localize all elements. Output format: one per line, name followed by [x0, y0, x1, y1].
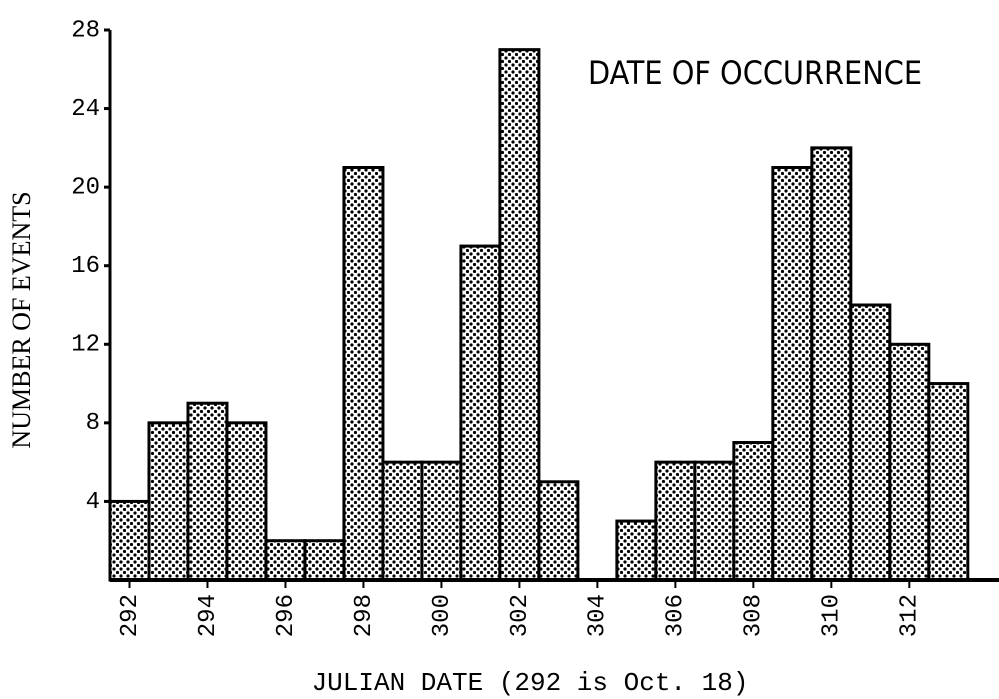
- x-tick-label: 306: [663, 594, 690, 637]
- bar: [888, 342, 931, 582]
- bar: [810, 146, 853, 582]
- x-tick-label: 294: [195, 594, 222, 637]
- y-tick-label: 20: [71, 174, 100, 201]
- x-tick-label: 298: [351, 594, 378, 637]
- bar: [264, 539, 307, 582]
- bar: [420, 460, 463, 582]
- bar: [303, 539, 346, 582]
- bar: [732, 441, 775, 582]
- bar: [771, 166, 814, 582]
- chart-title: DATE OF OCCURRENCE: [588, 54, 922, 92]
- bar: [927, 382, 970, 582]
- x-tick-label: 292: [117, 594, 144, 637]
- y-tick-label: 12: [71, 332, 100, 359]
- y-axis-label: NUMBER OF EVENTS: [7, 191, 36, 448]
- bar: [108, 499, 151, 582]
- bar: [186, 401, 229, 582]
- bar: [537, 480, 580, 582]
- y-tick-label: 8: [86, 410, 100, 437]
- bar: [849, 303, 892, 582]
- bar: [459, 244, 502, 582]
- bar: [381, 460, 424, 582]
- x-tick-label: 312: [897, 594, 924, 637]
- bar: [225, 421, 268, 582]
- y-tick-label: 4: [86, 489, 100, 516]
- bar: [342, 166, 385, 582]
- x-axis-label: JULIAN DATE (292 is Oct. 18): [312, 668, 749, 698]
- bar: [654, 460, 697, 582]
- x-tick-label: 310: [819, 594, 846, 637]
- x-tick-label: 308: [741, 594, 768, 637]
- y-tick-label: 24: [71, 96, 100, 123]
- y-tick-label: 16: [71, 253, 100, 280]
- bar: [498, 48, 541, 582]
- bar: [615, 519, 658, 582]
- bar: [693, 460, 736, 582]
- x-tick-label: 304: [585, 594, 612, 637]
- x-tick-label: 300: [429, 594, 456, 637]
- x-tick-label: 296: [273, 594, 300, 637]
- bar: [147, 421, 190, 582]
- y-tick-label: 28: [71, 17, 100, 44]
- x-tick-label: 302: [507, 594, 534, 637]
